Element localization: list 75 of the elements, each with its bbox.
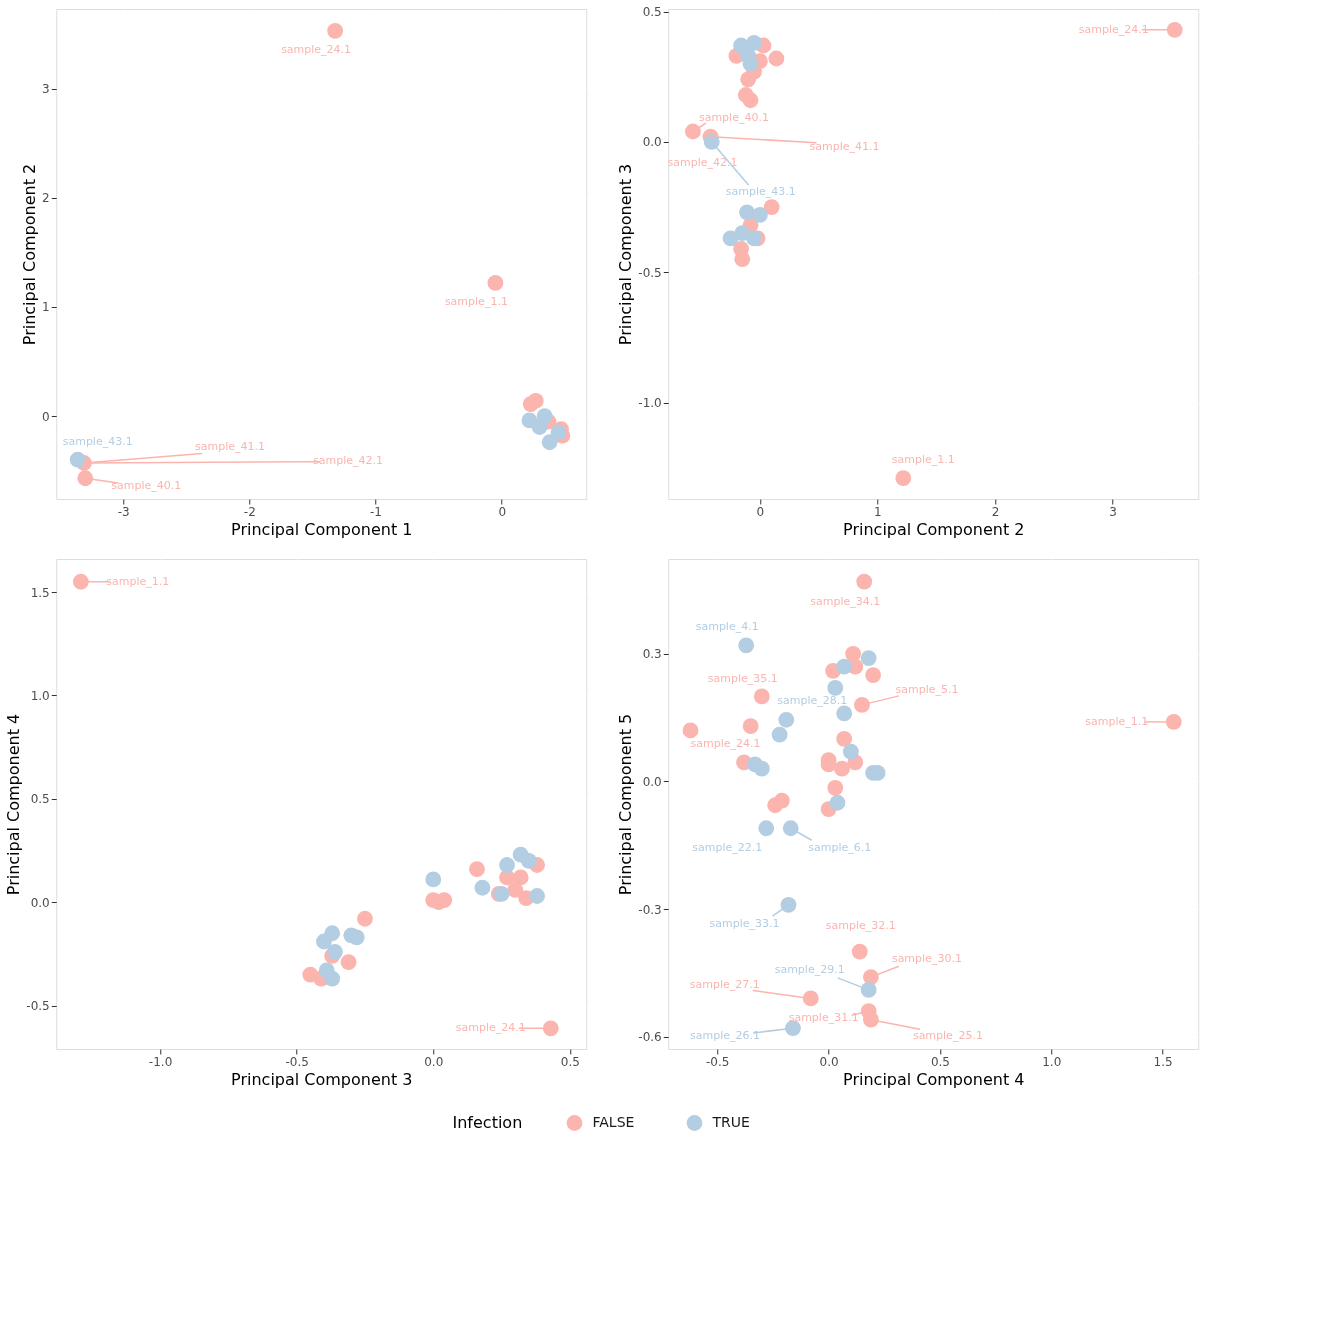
annotation: sample_24.1	[281, 42, 352, 56]
annotation: sample_28.1	[777, 693, 848, 707]
x-tick-label: 0.5	[930, 1054, 950, 1069]
annotation: sample_30.1	[891, 952, 962, 966]
x-tick-label: 0.0	[819, 1054, 839, 1069]
y-tick-label: -0.6	[638, 1030, 662, 1045]
annotation: sample_43.1	[62, 434, 133, 448]
x-axis-title: Principal Component 3	[231, 1069, 413, 1089]
annotation: sample_4.1	[695, 620, 759, 634]
annotation: sample_42.1	[313, 453, 384, 467]
annotation: sample_24.1	[455, 1021, 526, 1035]
legend-title: Infection	[452, 1113, 523, 1132]
x-tick-label: 0	[756, 504, 765, 519]
x-axis-title: Principal Component 1	[231, 519, 413, 539]
y-tick-label: 0.0	[642, 135, 662, 150]
annotation: sample_1.1	[106, 574, 170, 588]
y-axis-title: Principal Component 4	[4, 713, 24, 896]
x-tick-label: -1.0	[148, 1054, 173, 1069]
annotation: sample_5.1	[895, 682, 959, 696]
x-tick-label: 0	[498, 504, 507, 519]
annotation: sample_24.1	[690, 737, 761, 751]
annotation: sample_40.1	[111, 479, 182, 493]
y-tick-label: 1.5	[30, 585, 50, 600]
y-tick-label: 0	[42, 409, 50, 424]
annotation: sample_1.1	[1085, 714, 1149, 728]
y-tick-label: 0.0	[642, 774, 662, 789]
x-axis-title: Principal Component 4	[843, 1069, 1025, 1089]
x-tick-label: -2	[243, 504, 256, 519]
y-tick-label: -0.5	[26, 999, 50, 1014]
legend-label: FALSE	[592, 1114, 635, 1130]
annotation: sample_6.1	[808, 841, 872, 855]
annotation: sample_43.1	[725, 184, 796, 198]
annotation: sample_22.1	[692, 841, 763, 855]
y-tick-label: 1.0	[30, 688, 50, 703]
x-tick-label: 0.0	[424, 1054, 444, 1069]
annotation: sample_27.1	[689, 978, 760, 992]
x-tick-label: -0.5	[706, 1054, 730, 1069]
x-tick-label: -3	[117, 504, 130, 519]
legend-label: TRUE	[711, 1114, 750, 1130]
y-tick-label: 0.3	[642, 647, 662, 662]
annotation: sample_1.1	[891, 453, 955, 467]
x-tick-label: 1.5	[1153, 1054, 1173, 1069]
annotation: sample_24.1	[1078, 22, 1149, 36]
annotation: sample_1.1	[444, 294, 508, 308]
annotation: sample_35.1	[707, 672, 778, 686]
annotation: sample_31.1	[788, 1011, 859, 1025]
annotation: sample_26.1	[689, 1029, 760, 1043]
x-tick-label: 1.0	[1042, 1054, 1062, 1069]
y-tick-label: 2	[42, 191, 50, 206]
x-tick-label: 3	[1109, 504, 1117, 519]
y-axis-title: Principal Component 2	[20, 163, 40, 346]
x-axis-title: Principal Component 2	[843, 519, 1025, 539]
x-tick-label: -0.5	[285, 1054, 309, 1069]
y-tick-label: 1	[42, 300, 50, 315]
x-tick-label: 2	[991, 504, 1000, 519]
y-tick-label: 0.5	[30, 792, 50, 807]
annotation: sample_33.1	[709, 916, 780, 930]
annotation: sample_29.1	[774, 962, 845, 976]
annotation: sample_41.1	[195, 439, 266, 453]
y-axis-title: Principal Component 5	[616, 713, 636, 896]
annotation: sample_25.1	[912, 1028, 983, 1042]
y-tick-label: 0.5	[642, 5, 662, 20]
x-tick-label: -1	[370, 504, 382, 519]
y-tick-label: 0.0	[30, 895, 50, 910]
annotation: sample_40.1	[698, 110, 769, 124]
y-tick-label: 3	[42, 82, 50, 97]
y-tick-label: -0.5	[638, 265, 662, 280]
y-tick-label: -0.3	[638, 902, 662, 917]
y-tick-label: -1.0	[638, 396, 662, 411]
annotation: sample_41.1	[809, 139, 880, 153]
annotation: sample_32.1	[825, 918, 896, 932]
x-tick-label: 0.5	[560, 1054, 580, 1069]
x-tick-label: 1	[874, 504, 882, 519]
annotation: sample_34.1	[810, 594, 881, 608]
y-axis-title: Principal Component 3	[616, 163, 636, 346]
